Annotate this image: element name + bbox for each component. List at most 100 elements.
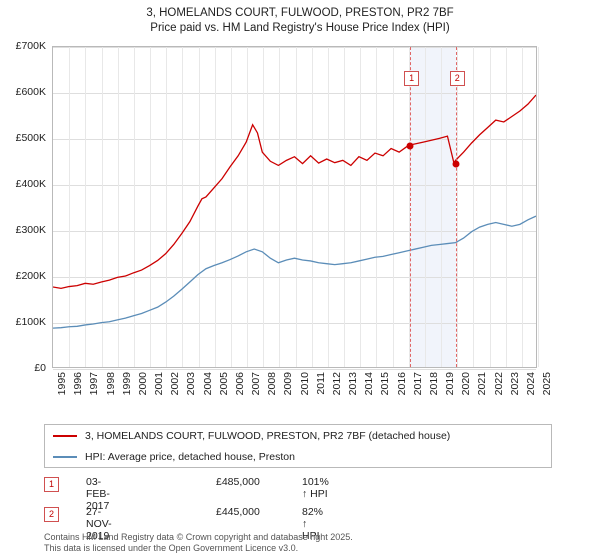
gridline-x	[182, 47, 184, 367]
x-axis-tick-label: 2015	[379, 372, 392, 396]
x-axis-tick-label: 1999	[120, 372, 133, 396]
gridline-x	[117, 47, 119, 367]
x-axis-tick-label: 2022	[492, 372, 505, 396]
gridline-x	[392, 47, 394, 367]
gridline-x	[230, 47, 232, 367]
x-axis-tick-label: 2002	[169, 372, 182, 396]
x-axis-tick-label: 2012	[330, 372, 343, 396]
x-axis-tick-label: 2004	[201, 372, 214, 396]
title-line-2: Price paid vs. HM Land Registry's House …	[150, 22, 450, 34]
x-axis-tick-label: 2006	[233, 372, 246, 396]
x-axis-tick-label: 2003	[185, 372, 198, 396]
gridline-x	[473, 47, 475, 367]
legend-swatch-series1	[53, 434, 77, 437]
x-axis-tick-label: 1995	[56, 372, 68, 396]
transaction-point[interactable]	[406, 142, 414, 150]
gridline-x	[85, 47, 87, 367]
x-axis-tick-label: 2018	[427, 372, 440, 396]
transaction-index-2: 2	[44, 507, 59, 522]
highlight-band	[53, 47, 536, 367]
y-axis-tick-label: £500K	[15, 132, 46, 144]
legend-label-series2: HPI: Average price, detached house, Pres…	[85, 450, 295, 463]
vertical-gridlines	[53, 47, 539, 367]
footer-line-1: Contains HM Land Registry data © Crown c…	[44, 532, 353, 542]
gridline-x	[489, 47, 491, 367]
y-axis-tick-label: £200K	[15, 270, 46, 282]
gridline-x	[376, 47, 378, 367]
gridline-x	[441, 47, 442, 367]
y-axis-tick-label: £300K	[15, 224, 46, 236]
x-axis-labels: 1995 1996 1997 1998 1999 2000 2001 2002 2003 2004…	[52, 372, 553, 432]
x-axis-tick-label: 2014	[363, 372, 376, 396]
gridline-x	[295, 47, 297, 367]
gridline-x	[279, 47, 281, 367]
transaction-hpi-1: 101% ↑ HPI	[302, 476, 329, 500]
gridline-x	[360, 47, 362, 367]
gridline-y	[53, 93, 536, 94]
gridline-x	[327, 47, 329, 367]
transaction-price-1: £485,000	[216, 476, 260, 488]
x-axis-tick-label: 1996	[72, 372, 85, 396]
x-axis-tick-label: 2010	[298, 372, 311, 396]
x-axis-tick-label: 2001	[153, 372, 165, 396]
horizontal-gridlines	[53, 47, 536, 370]
x-axis-tick-label: 2011	[314, 372, 327, 395]
y-axis-tick-label: £400K	[15, 178, 46, 190]
gridline-x	[424, 47, 426, 367]
gridline-x	[263, 47, 265, 367]
gridline-y	[53, 277, 536, 278]
y-axis-labels: £0 £100K £200K £300K £400K £500K £600K £700K	[0, 40, 50, 374]
transaction-vline	[455, 47, 458, 367]
x-axis-tick-label: 2019	[444, 372, 456, 396]
highlight-band-rect	[410, 47, 456, 367]
x-axis-tick-label: 2017	[411, 372, 424, 396]
y-axis-tick-label: £700K	[15, 40, 46, 52]
gridline-x	[247, 47, 248, 367]
x-axis-tick-label: 2013	[347, 372, 359, 396]
transaction-flag[interactable]: 2	[449, 71, 465, 86]
x-axis-tick-label: 2023	[508, 372, 521, 396]
gridline-x	[101, 47, 103, 367]
footer: Contains HM Land Registry data © Crown c…	[44, 532, 564, 554]
transaction-flag[interactable]: 1	[404, 71, 420, 86]
gridline-y	[53, 323, 536, 324]
x-axis-tick-label: 1997	[88, 372, 101, 396]
transaction-price-2: £445,000	[216, 506, 260, 518]
gridline-x	[214, 47, 216, 367]
gridline-x	[150, 47, 151, 367]
x-axis-tick-label: 2016	[395, 372, 408, 396]
x-axis-tick-label: 2025	[541, 372, 553, 396]
legend-row-1: 3, HOMELANDS COURT, FULWOOD, PRESTON, PR…	[45, 425, 551, 446]
legend-row-2: HPI: Average price, detached house, Pres…	[45, 446, 551, 467]
x-axis-tick-label: 2024	[524, 372, 537, 396]
gridline-x	[538, 47, 539, 367]
x-axis-tick-label: 2007	[250, 372, 262, 396]
legend: 3, HOMELANDS COURT, FULWOOD, PRESTON, PR…	[44, 424, 552, 468]
gridline-x	[344, 47, 345, 367]
footer-line-2: This data is licensed under the Open Gov…	[44, 543, 299, 553]
legend-label-series1: 3, HOMELANDS COURT, FULWOOD, PRESTON, PR…	[85, 429, 451, 442]
y-axis-tick-label: £600K	[15, 86, 46, 98]
x-axis-tick-label: 2005	[217, 372, 230, 396]
x-axis-tick-label: 1998	[104, 372, 117, 396]
gridline-y	[53, 231, 536, 232]
gridline-y	[53, 185, 536, 186]
gridline-x	[69, 47, 71, 367]
y-axis-tick-label: £100K	[15, 316, 46, 328]
transaction-date-2: 27-NOV-2019	[86, 506, 112, 542]
gridline-x	[198, 47, 200, 367]
transaction-point[interactable]	[452, 160, 460, 168]
x-axis-tick-label: 2000	[136, 372, 149, 396]
gridline-x	[408, 47, 410, 367]
gridline-x	[311, 47, 313, 367]
gridline-x	[133, 47, 135, 367]
gridline-x	[521, 47, 523, 367]
transaction-hpi-2: 82% ↑ HPI	[302, 506, 324, 542]
title-line-1: 3, HOMELANDS COURT, FULWOOD, PRESTON, PR…	[146, 7, 454, 19]
y-axis-tick-label: £0	[34, 362, 46, 374]
gridline-y	[53, 47, 536, 48]
x-axis-tick-label: 2020	[460, 372, 473, 396]
